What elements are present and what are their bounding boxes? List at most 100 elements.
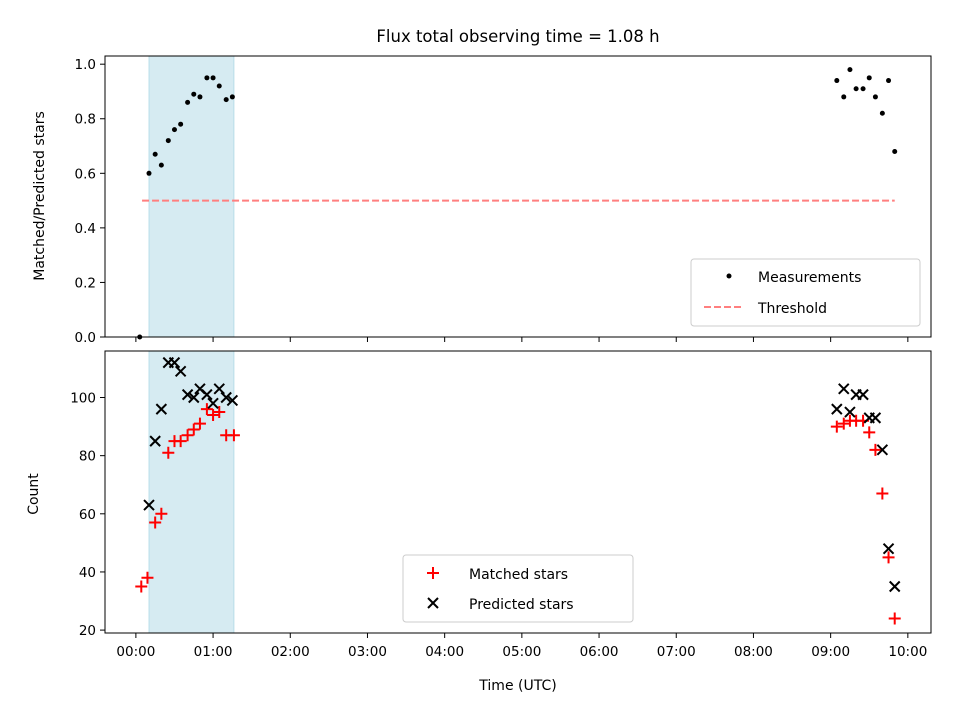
bottom-panel: 20 40 60 80 100 00:00 01:00 02:00 03:00 04:00 05:…: [26, 350, 932, 694]
predicted-star-point: [143, 499, 155, 511]
top-legend-box: [690, 258, 921, 327]
bottom-axes-frame: [104, 350, 932, 634]
bottom-y-ticks: 20 40 60 80 100: [70, 391, 105, 639]
matched-star-point: [837, 417, 850, 430]
predicted-star-point: [857, 388, 869, 401]
bottom-y-tick-label: 20: [79, 623, 96, 639]
top-y-tick-label: 1.0: [75, 57, 96, 73]
measurement-point: [146, 170, 152, 176]
matched-star-point: [830, 420, 843, 433]
measurement-point: [841, 94, 847, 100]
top-y-tick-label: 0.8: [75, 112, 96, 128]
predicted-points: [143, 356, 901, 593]
measurement-point: [178, 121, 184, 127]
predicted-star-point: [181, 388, 194, 401]
predicted-star-point: [882, 542, 895, 555]
measurement-point: [216, 83, 222, 89]
predicted-star-point: [226, 394, 239, 407]
measurement-point: [165, 138, 171, 144]
matched-star-point: [882, 551, 895, 564]
predicted-star-point: [889, 580, 901, 593]
x-tick-label: 05:00: [502, 644, 541, 660]
measurement-points: [137, 67, 898, 340]
legend-predicted-label: Predicted stars: [469, 597, 574, 613]
predicted-star-point: [174, 365, 187, 378]
measurement-point: [210, 75, 216, 81]
top-y-axis-label: Matched/Predicted stars: [32, 111, 48, 281]
top-span: [148, 55, 235, 338]
bottom-legend: Matched stars Predicted stars: [402, 554, 634, 623]
legend-threshold-label: Threshold: [757, 301, 827, 317]
bottom-y-tick-label: 80: [79, 449, 96, 465]
measurement-point: [152, 151, 158, 157]
measurement-point: [204, 75, 210, 81]
matched-star-point: [181, 429, 194, 442]
predicted-star-point: [844, 406, 856, 418]
matched-star-point: [141, 571, 154, 584]
top-x-ticks: [135, 337, 909, 342]
x-tick-label: 03:00: [348, 644, 387, 660]
measurement-point: [197, 94, 203, 100]
top-y-ticks: 0.0 0.2 0.4 0.6 0.8 1.0: [75, 57, 105, 346]
x-tick-label: 09:00: [811, 644, 850, 660]
predicted-star-point: [155, 403, 168, 415]
top-y-tick-label: 0.0: [75, 330, 96, 346]
matched-star-point: [149, 516, 162, 529]
top-legend: Measurements Threshold: [690, 258, 921, 327]
predicted-star-point: [149, 435, 161, 447]
predicted-star-point: [188, 391, 200, 404]
matched-star-point: [207, 408, 220, 421]
bottom-y-axis-label: Count: [26, 473, 42, 515]
measurement-point: [158, 162, 164, 168]
matched-star-point: [876, 487, 889, 500]
measurement-point: [847, 67, 853, 73]
measurement-point: [191, 91, 197, 97]
x-tick-label: 08:00: [734, 644, 773, 660]
predicted-star-point: [207, 397, 219, 410]
measurement-point: [866, 75, 872, 81]
matched-star-point: [227, 429, 240, 442]
predicted-star-point: [876, 444, 889, 456]
legend-matched-label: Matched stars: [469, 567, 568, 583]
measurement-point: [860, 86, 866, 92]
bottom-y-tick-label: 100: [70, 391, 96, 407]
matched-star-point: [888, 612, 901, 625]
legend-matched-marker: [427, 567, 439, 579]
matched-star-point: [863, 426, 876, 439]
top-y-tick-label: 0.6: [75, 166, 96, 182]
predicted-star-point: [168, 356, 181, 369]
x-tick-label: 02:00: [271, 644, 310, 660]
x-tick-label: 07:00: [657, 644, 696, 660]
measurement-point: [185, 99, 191, 105]
matched-star-point: [213, 406, 226, 419]
predicted-star-point: [201, 388, 213, 401]
measurement-point: [853, 86, 859, 92]
measurement-point: [872, 94, 878, 100]
measurement-point: [223, 97, 229, 103]
top-panel: 0.0 0.2 0.4 0.6 0.8 1.0 Matched/Predicted sta…: [32, 55, 932, 346]
matched-star-point: [869, 443, 882, 456]
matched-star-point: [162, 446, 175, 459]
x-axis-label: Time (UTC): [478, 678, 556, 694]
chart-title: Flux total observing time = 1.08 h: [376, 27, 659, 46]
matched-star-point: [174, 435, 187, 448]
top-axes-frame: [104, 55, 932, 338]
matched-star-point: [155, 507, 168, 520]
predicted-star-point: [838, 383, 850, 395]
matched-star-point: [187, 423, 200, 436]
matched-star-point: [200, 403, 213, 416]
legend-predicted-marker: [427, 597, 439, 609]
measurement-point: [886, 78, 892, 84]
x-tick-label: 06:00: [580, 644, 619, 660]
bottom-y-tick-label: 40: [79, 565, 96, 581]
predicted-star-point: [831, 403, 843, 415]
bottom-x-ticks: 00:00 01:00 02:00 03:00 04:00 05:00 06:00 07:00…: [116, 633, 927, 660]
predicted-star-point: [869, 412, 882, 424]
measurement-point: [879, 110, 885, 116]
measurement-point: [892, 148, 898, 154]
x-tick-label: 10:00: [888, 644, 927, 660]
matched-star-point: [135, 580, 148, 593]
x-tick-label: 01:00: [194, 644, 233, 660]
measurement-point: [229, 94, 235, 100]
